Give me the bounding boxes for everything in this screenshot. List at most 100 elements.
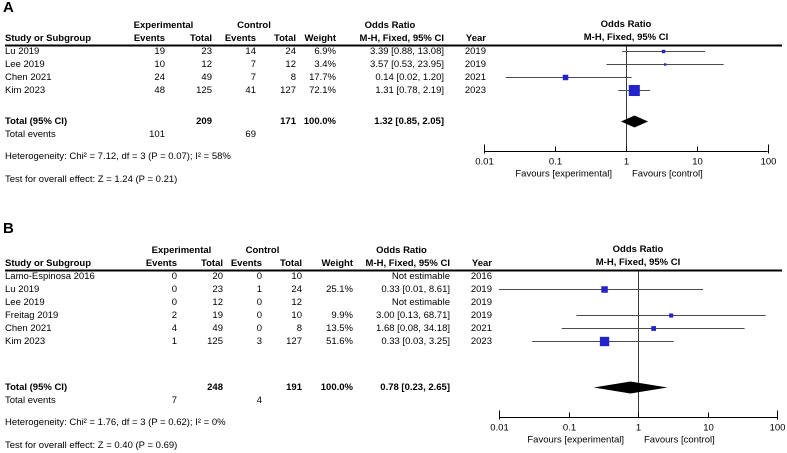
cell-odds-ratio-ci: Not estimable <box>391 271 450 282</box>
effect-square <box>651 326 657 331</box>
axis-tick-label: 10 <box>692 157 703 168</box>
axis-tick-label: 100 <box>770 423 786 434</box>
cell-control-events: 0 <box>256 323 262 334</box>
cell-experimental-events: 10 <box>154 59 165 70</box>
cell-experimental-total: 12 <box>201 59 212 70</box>
cell-control-total: 10 <box>291 271 302 282</box>
column-header-exp-events: Events <box>133 33 165 44</box>
axis-tick-label: 100 <box>761 157 777 168</box>
cell-control-events: 14 <box>245 46 256 57</box>
cell-year: 2019 <box>470 310 492 321</box>
cell-control-total: 24 <box>285 46 296 57</box>
cell-experimental-total: 19 <box>212 310 223 321</box>
cell-control-events: 0 <box>256 297 262 308</box>
cell-experimental-events: 2 <box>171 310 177 321</box>
cell-control-events: 7 <box>250 59 256 70</box>
spacer <box>302 244 353 257</box>
total-row-label: Total (95% CI) <box>5 382 68 393</box>
study-name: Chen 2021 <box>5 72 52 83</box>
total-events-exp: 101 <box>149 129 165 140</box>
spacer <box>5 19 115 32</box>
study-name: Lu 2019 <box>5 284 40 295</box>
effect-square <box>669 313 674 318</box>
favours-right-label: Favours [control] <box>632 169 703 180</box>
cell-control-events: 3 <box>256 336 262 347</box>
spacer <box>115 115 165 128</box>
total-ci: 1.32 [0.85, 2.05] <box>374 116 444 127</box>
column-header-ctl-events: Events <box>224 33 256 44</box>
cell-experimental-total: 20 <box>212 271 223 282</box>
total-ctl-total: 191 <box>286 382 302 393</box>
cell-year: 2019 <box>470 284 492 295</box>
cell-year: 2023 <box>464 85 486 96</box>
cell-weight: 25.1% <box>326 284 353 295</box>
axis-tick-label: 1 <box>636 423 641 434</box>
table-gap <box>5 97 486 115</box>
forest-plot-panel-b: B Experimental Control Odds Ratio Study … <box>0 220 787 451</box>
cell-control-total: 24 <box>291 284 302 295</box>
column-header-ctl-total: Total <box>274 33 296 44</box>
total-events-exp: 7 <box>171 395 177 406</box>
study-name: Lee 2019 <box>5 297 45 308</box>
total-ctl-total: 171 <box>280 116 296 127</box>
spacer <box>444 19 486 32</box>
study-name: Chen 2021 <box>5 323 52 334</box>
cell-weight: 72.1% <box>309 85 336 96</box>
column-header-ci: M-H, Fixed, 95% CI <box>365 258 450 269</box>
overall-effect-text: Test for overall effect: Z = 0.40 (P = 0… <box>5 440 178 451</box>
cell-experimental-total: 49 <box>212 323 223 334</box>
spacer <box>450 244 492 257</box>
cell-control-total: 12 <box>285 59 296 70</box>
cell-weight: 51.6% <box>326 336 353 347</box>
cell-year: 2023 <box>470 336 492 347</box>
total-events-ctl: 69 <box>245 129 256 140</box>
axis-tick-label: 1 <box>624 157 629 168</box>
study-name: Freitag 2019 <box>5 310 59 321</box>
cell-odds-ratio-ci: 0.33 [0.01, 8.61] <box>381 284 450 295</box>
cell-control-events: 0 <box>256 271 262 282</box>
spacer <box>140 381 177 394</box>
cell-control-total: 8 <box>290 72 296 83</box>
total-weight: 100.0% <box>303 116 336 127</box>
overall-effect-text: Test for overall effect: Z = 1.24 (P = 0… <box>5 174 178 185</box>
favours-right-label: Favours [control] <box>644 435 715 446</box>
cell-control-events: 1 <box>256 284 262 295</box>
cell-year: 2016 <box>470 271 492 282</box>
column-header-year: Year <box>465 33 486 44</box>
cell-weight <box>302 296 353 309</box>
column-group-control: Control <box>245 245 280 256</box>
cell-control-total: 127 <box>280 85 296 96</box>
cell-control-total: 8 <box>296 323 302 334</box>
column-group-experimental: Experimental <box>151 245 212 256</box>
effect-square <box>661 49 666 54</box>
cell-experimental-total: 49 <box>201 72 212 83</box>
spacer <box>353 394 450 407</box>
cell-odds-ratio-ci: Not estimable <box>391 297 450 308</box>
cell-experimental-total: 23 <box>201 46 212 57</box>
cell-experimental-total: 12 <box>212 297 223 308</box>
effect-square <box>562 74 569 81</box>
spacer <box>165 128 212 141</box>
cell-odds-ratio-ci: 3.00 [0.13, 68.71] <box>376 310 450 321</box>
forest-plot-panel-a: A Experimental Control Odds Ratio Study … <box>0 0 787 213</box>
cell-year: 2019 <box>470 297 492 308</box>
cell-weight: 6.9% <box>314 46 336 57</box>
effect-square <box>599 336 610 347</box>
cell-control-events: 7 <box>250 72 256 83</box>
total-ci: 0.78 [0.23, 2.65] <box>380 382 450 393</box>
column-header-weight: Weight <box>304 33 337 44</box>
column-group-experimental: Experimental <box>133 20 194 31</box>
column-header-exp-total: Total <box>201 258 223 269</box>
cell-experimental-events: 4 <box>171 323 177 334</box>
cell-experimental-events: 19 <box>154 46 165 57</box>
cell-experimental-events: 0 <box>171 297 177 308</box>
study-name: Lamo-Espinosa 2016 <box>5 271 95 282</box>
heterogeneity-text: Heterogeneity: Chi² = 1.76, df = 3 (P = … <box>5 417 226 428</box>
cell-odds-ratio-ci: 3.57 [0.53, 23.95] <box>370 59 444 70</box>
total-row-label: Total (95% CI) <box>5 116 68 127</box>
study-name: Lu 2019 <box>5 46 40 57</box>
cell-experimental-total: 23 <box>212 284 223 295</box>
cell-odds-ratio-ci: 0.14 [0.02, 1.20] <box>375 72 444 83</box>
effect-square <box>663 63 667 66</box>
column-header-exp-total: Total <box>190 33 212 44</box>
